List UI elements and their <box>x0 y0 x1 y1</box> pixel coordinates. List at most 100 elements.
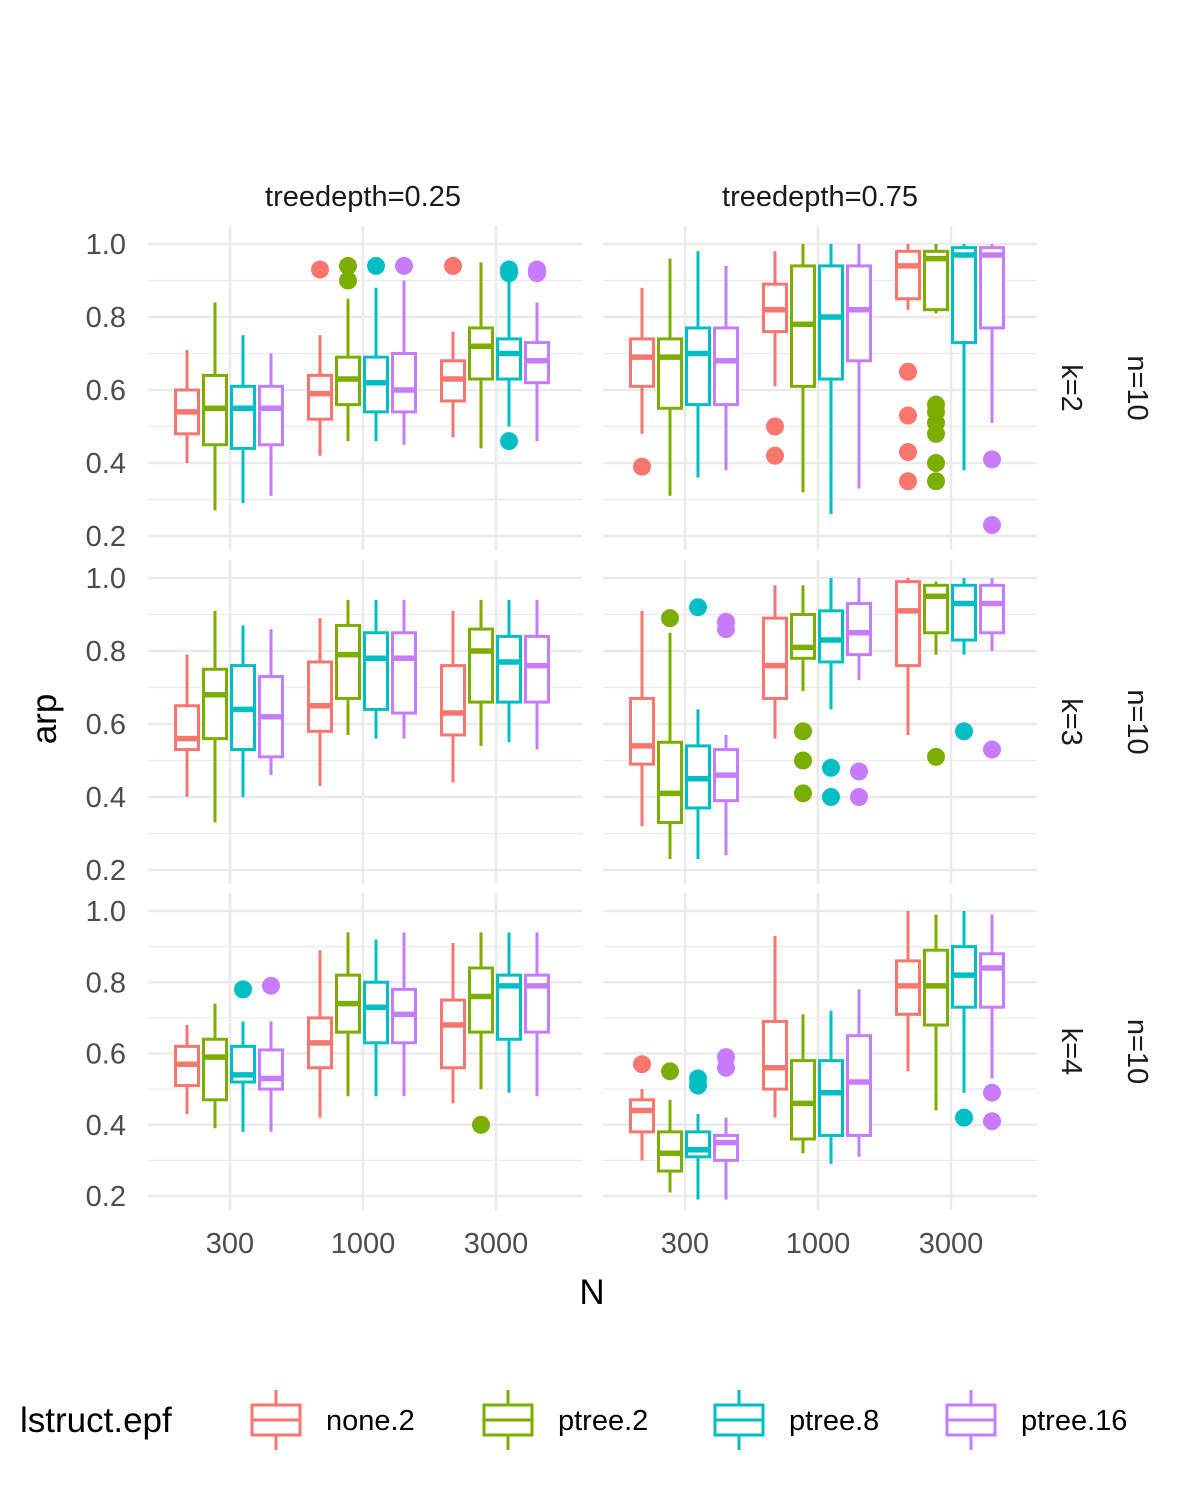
box-ptree.16-3000 <box>524 599 550 750</box>
box-ptree.16-3000 <box>524 932 550 1097</box>
y-tick-label: 0.4 <box>86 1110 126 1142</box>
panel-r1-c1 <box>148 226 582 550</box>
x-tick-label: 1000 <box>331 1228 396 1260</box>
outlier-point <box>983 516 1001 535</box>
box-ptree.16-300 <box>713 265 739 471</box>
box-none.2-3000 <box>895 911 921 1072</box>
y-tick-label: 1.0 <box>86 563 126 595</box>
outlier-point <box>983 1112 1001 1131</box>
box-ptree.16-300 <box>258 629 284 776</box>
box-ptree.2-3000 <box>468 262 494 449</box>
x-tick-label: 3000 <box>464 1228 529 1260</box>
box-body <box>846 264 872 363</box>
outlier-point <box>689 1076 707 1095</box>
col-strip-label: treedepth=0.75 <box>722 181 918 213</box>
outlier-point <box>850 762 868 781</box>
box-body <box>496 973 522 1041</box>
box-ptree.2-300 <box>657 1062 683 1193</box>
panel-r1-c2 <box>603 226 1037 550</box>
row-strip-k-label: k=4 <box>1055 1028 1087 1076</box>
box-ptree.16-1000 <box>846 244 872 489</box>
box-ptree.2-1000 <box>790 1014 816 1154</box>
legend-item-ptree.16: ptree.16 <box>945 1390 1127 1450</box>
box-none.2-300 <box>629 610 655 827</box>
outlier-point <box>927 747 945 766</box>
box-ptree.8-300 <box>230 980 256 1132</box>
y-tick-label: 0.8 <box>86 967 126 999</box>
box-ptree.2-3000 <box>468 599 494 746</box>
box-none.2-3000 <box>440 256 466 438</box>
legend-label: ptree.2 <box>558 1405 648 1437</box>
legend-label: ptree.16 <box>1021 1405 1127 1437</box>
box-body <box>230 384 256 450</box>
legend: lstruct.epf none.2 ptree.2 ptree.8 ptree.16 <box>20 1390 1127 1450</box>
box-ptree.8-300 <box>685 251 711 478</box>
outlier-point <box>794 751 812 770</box>
box-ptree.2-300 <box>202 302 228 511</box>
box-ptree.8-3000 <box>496 599 522 743</box>
box-body <box>363 980 389 1045</box>
outlier-point <box>983 740 1001 759</box>
outlier-point <box>311 260 329 279</box>
box-body <box>895 249 921 301</box>
box-none.2-1000 <box>762 585 788 739</box>
box-body <box>951 583 977 642</box>
y-tick-label: 0.2 <box>86 855 126 887</box>
box-ptree.2-300 <box>202 610 228 823</box>
row-strip-n-label: n=10 <box>1121 689 1153 754</box>
y-axis-title: arp <box>25 694 64 745</box>
box-ptree.16-1000 <box>391 256 417 445</box>
outlier-point <box>794 784 812 803</box>
box-ptree.16-3000 <box>979 578 1005 759</box>
outlier-point <box>500 264 518 283</box>
box-ptree.8-3000 <box>951 244 977 471</box>
y-tick-label: 0.6 <box>86 375 126 407</box>
y-tick-label: 0.2 <box>86 1181 126 1213</box>
legend-label: ptree.8 <box>789 1405 879 1437</box>
outlier-point <box>899 362 917 381</box>
box-ptree.8-1000 <box>818 244 844 515</box>
col-strip-label: treedepth=0.25 <box>265 181 461 213</box>
box-ptree.2-1000 <box>335 256 361 442</box>
legend-title: lstruct.epf <box>20 1401 172 1440</box>
outlier-point <box>983 1083 1001 1102</box>
outlier-point <box>955 1108 973 1127</box>
x-tick-label: 300 <box>206 1228 254 1260</box>
outlier-point <box>528 264 546 283</box>
box-ptree.16-300 <box>258 976 284 1132</box>
box-body <box>258 1048 284 1091</box>
box-none.2-3000 <box>895 578 921 735</box>
box-none.2-300 <box>174 349 200 463</box>
box-body <box>468 326 494 381</box>
axes-layer: 0.2 0.4 0.6 0.8 1.0 0.2 0.4 0.6 0.8 1.0 0.2 0.4 0.6 0… <box>86 229 984 1260</box>
outlier-point <box>339 271 357 290</box>
box-body <box>846 602 872 657</box>
outlier-point <box>899 406 917 425</box>
box-ptree.16-300 <box>713 612 739 856</box>
box-ptree.2-300 <box>657 258 683 496</box>
box-none.2-300 <box>629 1055 655 1161</box>
box-ptree.16-1000 <box>846 989 872 1157</box>
box-ptree.16-300 <box>713 1048 739 1200</box>
y-tick-label: 0.4 <box>86 448 126 480</box>
box-body <box>790 613 816 660</box>
x-tick-label: 300 <box>661 1228 709 1260</box>
box-body <box>657 740 683 825</box>
panel-r3-c2 <box>603 893 1037 1210</box>
outlier-point <box>766 417 784 436</box>
box-body <box>685 1130 711 1159</box>
box-ptree.8-300 <box>685 598 711 860</box>
box-none.2-1000 <box>762 251 788 465</box>
panel-r2-c1 <box>148 560 582 884</box>
box-body <box>951 246 977 345</box>
outlier-point <box>367 256 385 275</box>
box-body <box>790 1059 816 1141</box>
box-ptree.2-1000 <box>335 932 361 1097</box>
box-ptree.16-3000 <box>524 260 550 442</box>
box-none.2-1000 <box>307 260 333 456</box>
outlier-point <box>500 432 518 451</box>
box-body <box>923 583 949 635</box>
outlier-point <box>661 1062 679 1081</box>
y-tick-label: 0.4 <box>86 782 126 814</box>
box-ptree.8-1000 <box>818 578 844 806</box>
